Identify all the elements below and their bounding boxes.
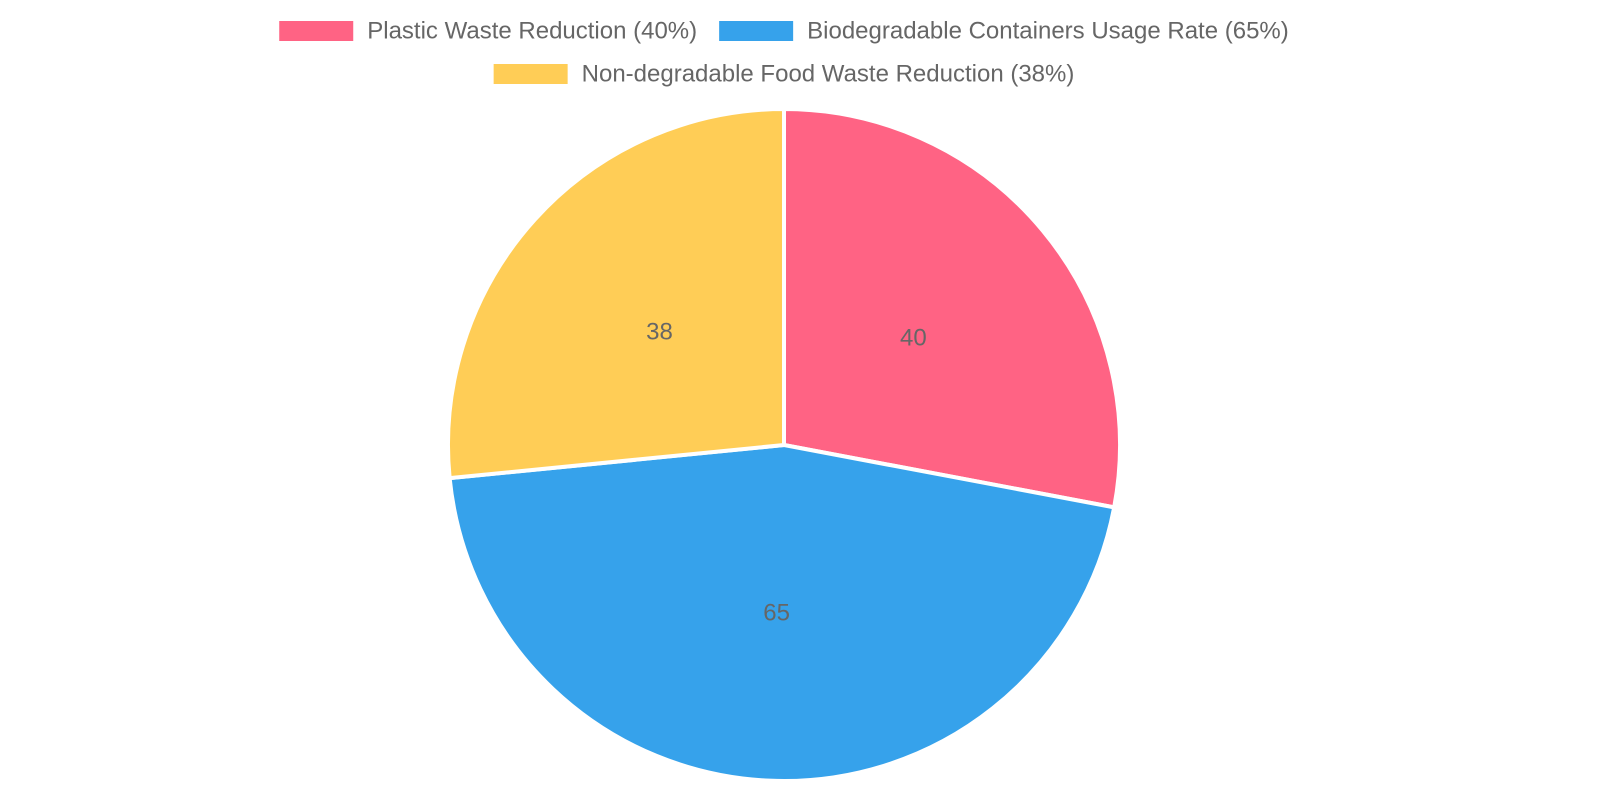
slice-value-label: 65 <box>763 599 790 626</box>
slice-labels: 40 65 38 <box>646 319 927 627</box>
legend-item-plastic-waste-reduction[interactable]: Plastic Waste Reduction (40%) <box>279 18 697 45</box>
pie-slice-plastic-waste-reduction[interactable] <box>782 107 1122 510</box>
legend-item-biodegradable-containers-usage-rate[interactable]: Biodegradable Containers Usage Rate (65%… <box>719 18 1289 45</box>
legend: Plastic Waste Reduction (40%) Biodegradab… <box>279 18 1289 88</box>
legend-label: Plastic Waste Reduction (40%) <box>367 18 697 45</box>
legend-swatch <box>279 21 354 41</box>
pie-slices <box>446 107 1122 783</box>
legend-label: Non-degradable Food Waste Reduction (38%… <box>582 61 1075 88</box>
legend-label: Biodegradable Containers Usage Rate (65%… <box>807 18 1289 45</box>
legend-item-non-degradable-food-waste-reduction[interactable]: Non-degradable Food Waste Reduction (38%… <box>493 61 1075 88</box>
pie-slice-non-degradable-food-waste-reduction[interactable] <box>446 107 786 481</box>
slice-value-label: 38 <box>646 319 673 346</box>
legend-swatch <box>719 21 794 41</box>
slice-value-label: 40 <box>900 324 927 351</box>
legend-swatch <box>493 64 568 84</box>
pie-slice-biodegradable-containers-usage-rate[interactable] <box>447 443 1117 783</box>
